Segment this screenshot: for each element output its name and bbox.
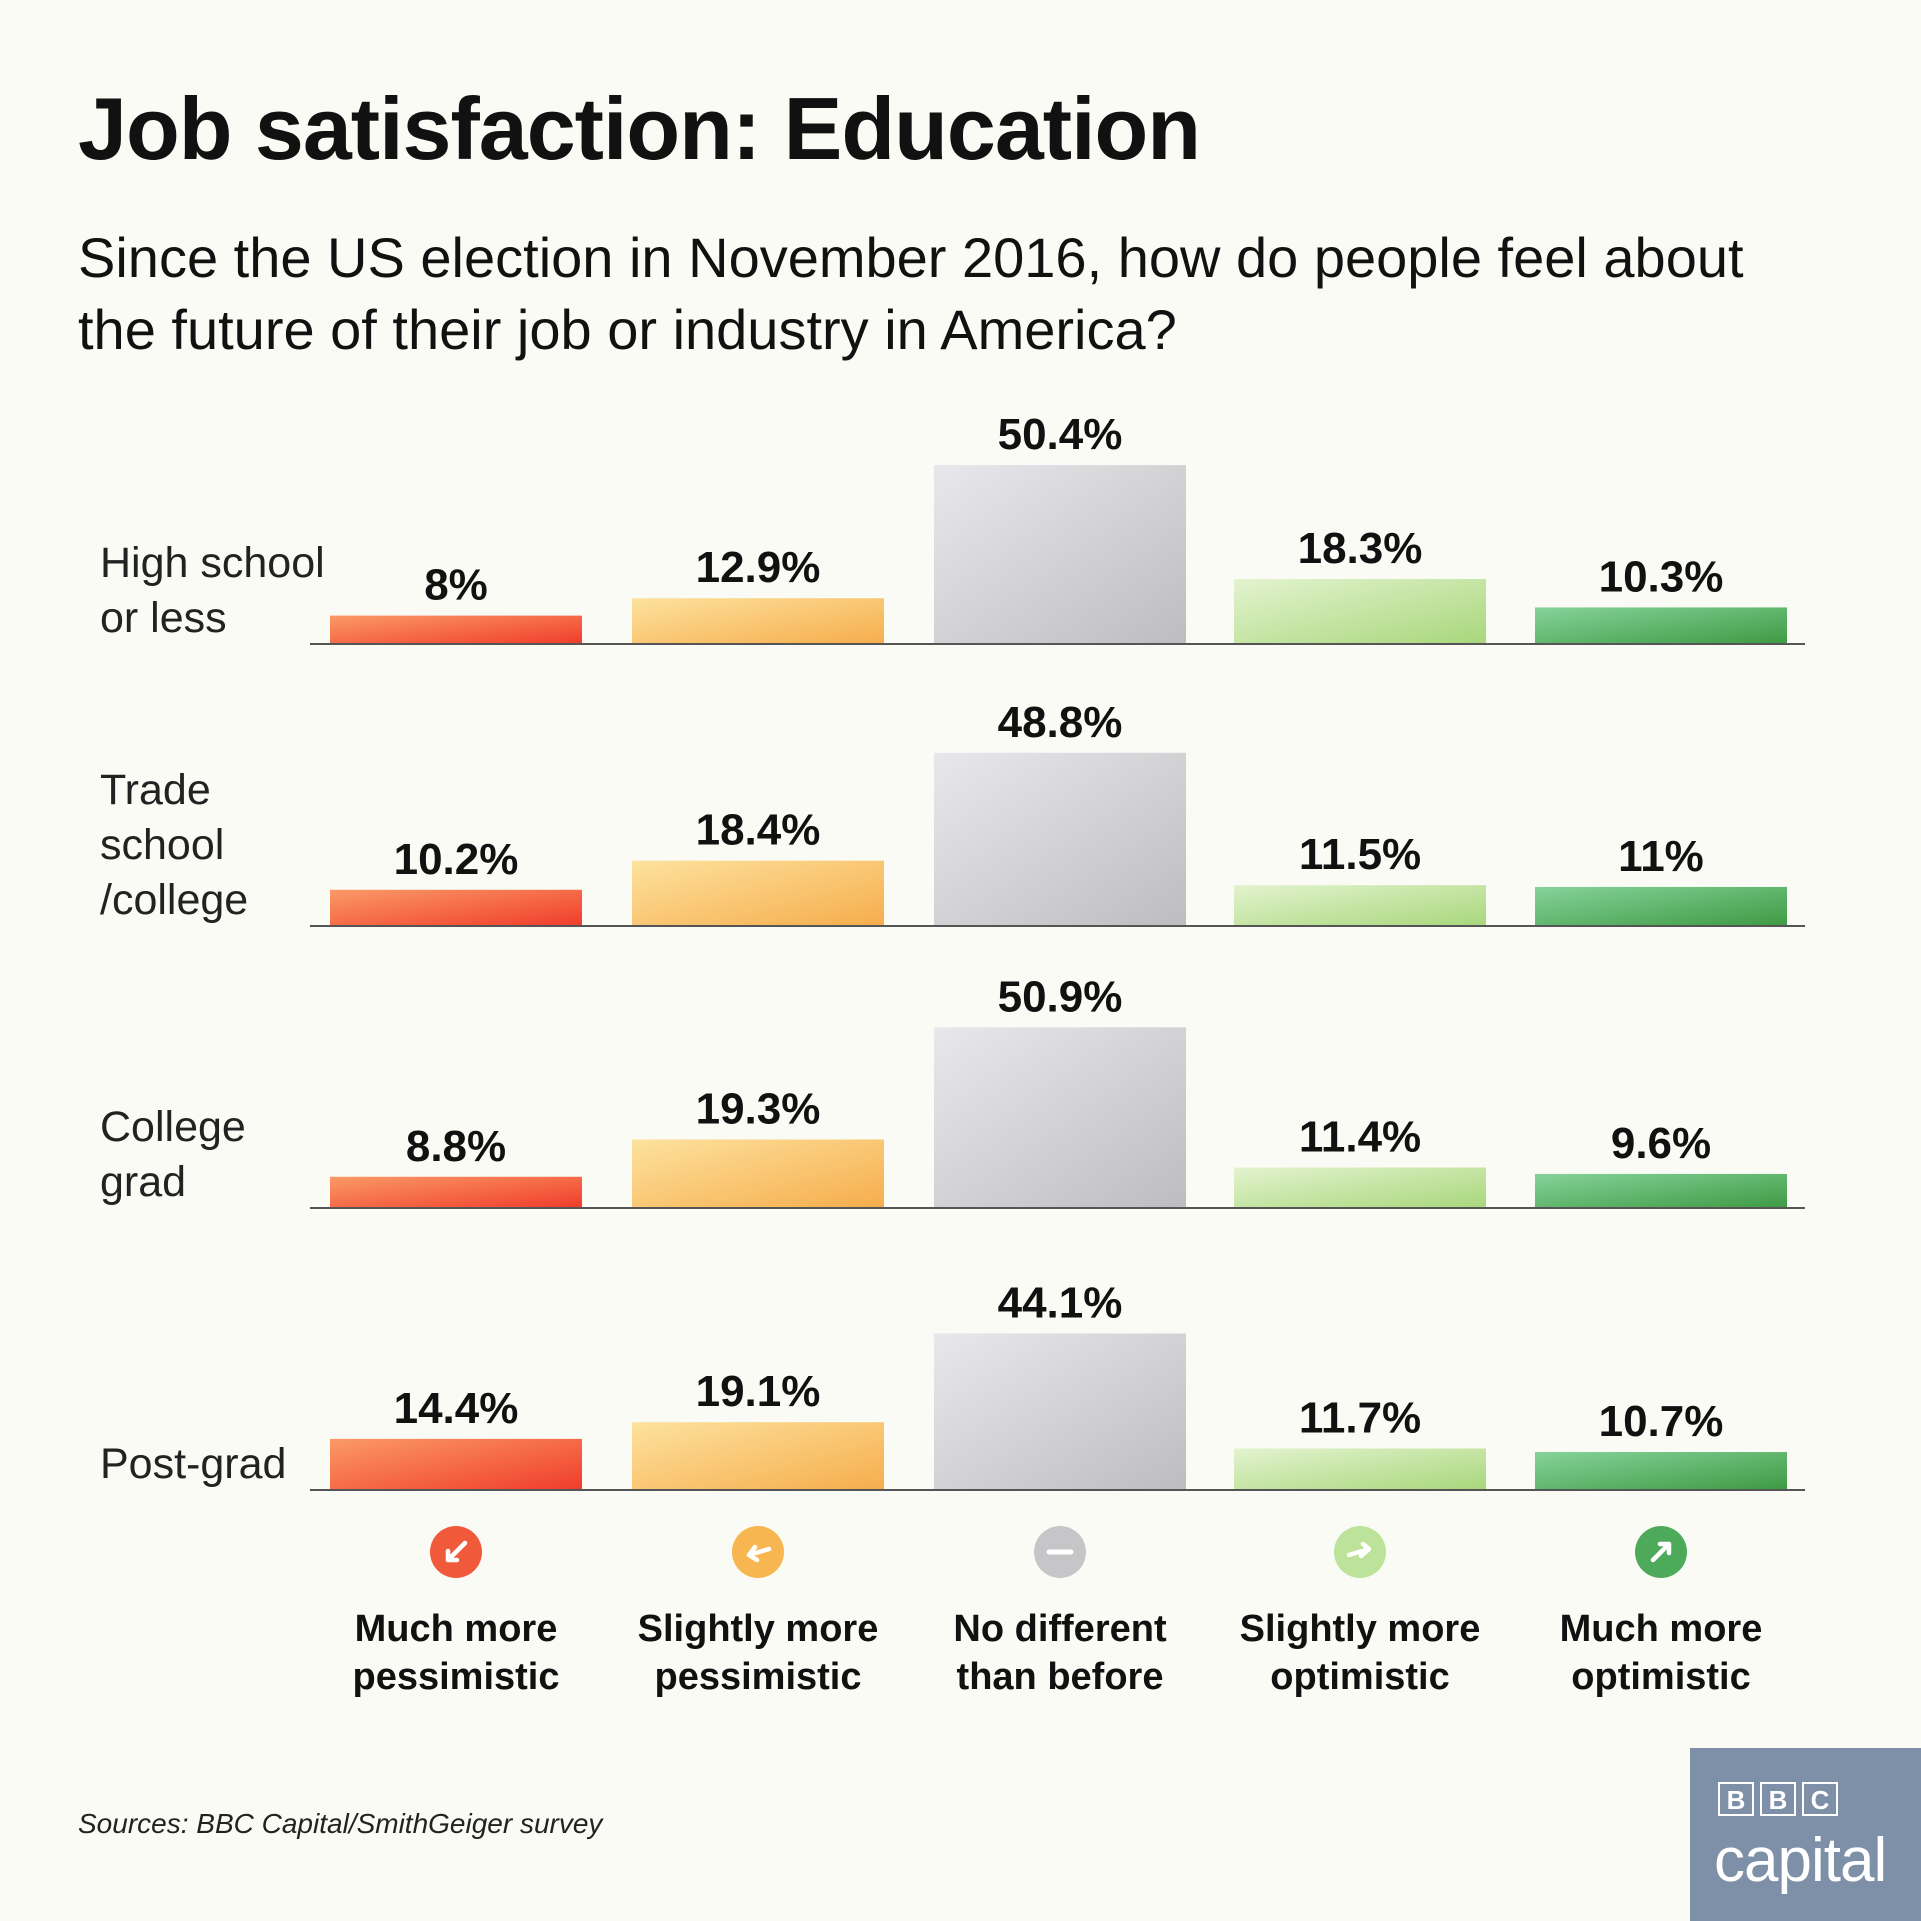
bar bbox=[1535, 886, 1787, 926]
bar bbox=[632, 1422, 884, 1490]
arrow-down-left-icon bbox=[430, 1526, 482, 1578]
bbc-logo-blocks: B B C bbox=[1718, 1782, 1838, 1816]
logo-wordmark: capital bbox=[1714, 1826, 1887, 1895]
series-group: High school or less 8% 12.9% 50.4% 18.3% 10.3% bbox=[100, 410, 1805, 645]
bar-value-label: 12.9% bbox=[696, 543, 821, 592]
bar bbox=[934, 752, 1186, 926]
row-label: grad bbox=[100, 1158, 186, 1206]
row-label: /college bbox=[100, 876, 248, 924]
bar bbox=[632, 1139, 884, 1208]
row-label: College bbox=[100, 1103, 246, 1151]
bar-value-label: 19.1% bbox=[696, 1367, 821, 1416]
bar-value-label: 8.8% bbox=[406, 1122, 506, 1171]
bar-value-label: 10.2% bbox=[394, 835, 519, 884]
bar-value-label: 11% bbox=[1618, 832, 1704, 881]
bar bbox=[1234, 1167, 1486, 1208]
bar-value-label: 18.4% bbox=[696, 806, 821, 855]
logo-block-b2: B bbox=[1760, 1782, 1796, 1816]
category-label: Slightly more bbox=[638, 1608, 879, 1650]
bar bbox=[934, 1333, 1186, 1490]
category-label: pessimistic bbox=[353, 1656, 560, 1698]
bar-value-label: 18.3% bbox=[1298, 524, 1423, 573]
bar bbox=[1234, 1448, 1486, 1490]
bar bbox=[1234, 885, 1486, 926]
bar-value-label: 44.1% bbox=[998, 1278, 1123, 1327]
bar bbox=[1535, 1173, 1787, 1208]
bbc-capital-logo: B B C capital bbox=[1690, 1748, 1921, 1921]
chart-title: Job satisfaction: Education bbox=[78, 79, 1201, 178]
bar bbox=[934, 465, 1186, 644]
bar-value-label: 50.4% bbox=[998, 410, 1123, 459]
row-label: High school bbox=[100, 539, 325, 587]
bar-value-label: 11.4% bbox=[1299, 1113, 1421, 1162]
icon-glyph bbox=[1346, 1541, 1372, 1559]
minus-icon bbox=[1034, 1526, 1086, 1578]
category-label: Much more bbox=[355, 1608, 558, 1650]
bar-value-label: 8% bbox=[424, 561, 488, 610]
row-label: or less bbox=[100, 594, 227, 642]
bar-value-label: 48.8% bbox=[998, 698, 1123, 747]
row-label: Trade bbox=[100, 766, 211, 814]
category-label: pessimistic bbox=[655, 1656, 862, 1698]
series-group: Post-grad 14.4% 19.1% 44.1% 11.7% 10.7% bbox=[100, 1278, 1805, 1491]
bar bbox=[1234, 579, 1486, 644]
series-group: College grad 8.8% 19.3% 50.9% 11.4% 9.6% bbox=[100, 972, 1805, 1209]
category-label: Much more bbox=[1560, 1608, 1763, 1650]
source-note: Sources: BBC Capital/SmithGeiger survey bbox=[78, 1808, 603, 1839]
bar bbox=[330, 1438, 582, 1490]
bar bbox=[330, 1176, 582, 1208]
row-label: Post-grad bbox=[100, 1440, 286, 1488]
row-label: school bbox=[100, 821, 224, 869]
bar bbox=[1535, 1452, 1787, 1490]
bar bbox=[330, 615, 582, 644]
logo-block-b1: B bbox=[1718, 1782, 1754, 1816]
bar-value-label: 11.7% bbox=[1299, 1393, 1421, 1442]
category-label: Slightly more bbox=[1240, 1608, 1481, 1650]
bar-value-label: 14.4% bbox=[394, 1384, 519, 1433]
bar-value-label: 50.9% bbox=[998, 972, 1123, 1021]
icon-glyph bbox=[746, 1544, 772, 1563]
bar bbox=[934, 1027, 1186, 1208]
bar bbox=[632, 860, 884, 926]
bar-value-label: 9.6% bbox=[1611, 1119, 1711, 1168]
chart-subtitle: Since the US election in November 2016, … bbox=[78, 226, 1744, 361]
bar-value-label: 19.3% bbox=[696, 1084, 821, 1133]
category-label: optimistic bbox=[1270, 1656, 1449, 1698]
arrow-left-icon bbox=[732, 1526, 784, 1578]
bar-value-label: 10.7% bbox=[1599, 1397, 1724, 1446]
series-group: Trade school/college 10.2% 18.4% 48.8% 11.5% 1… bbox=[100, 698, 1805, 927]
category-label: optimistic bbox=[1571, 1656, 1750, 1698]
logo-block-c: C bbox=[1802, 1782, 1838, 1816]
bar bbox=[632, 598, 884, 644]
category-label: No different bbox=[953, 1608, 1167, 1650]
arrow-right-icon bbox=[1334, 1526, 1386, 1578]
bar-value-label: 11.5% bbox=[1299, 830, 1421, 879]
bar bbox=[330, 889, 582, 926]
category-label: than before bbox=[957, 1656, 1164, 1698]
arrow-up-right-icon bbox=[1635, 1526, 1687, 1578]
icon-glyph bbox=[445, 1540, 468, 1563]
bar-value-label: 10.3% bbox=[1599, 552, 1724, 601]
bar bbox=[1535, 607, 1787, 644]
icon-glyph bbox=[1650, 1541, 1672, 1563]
